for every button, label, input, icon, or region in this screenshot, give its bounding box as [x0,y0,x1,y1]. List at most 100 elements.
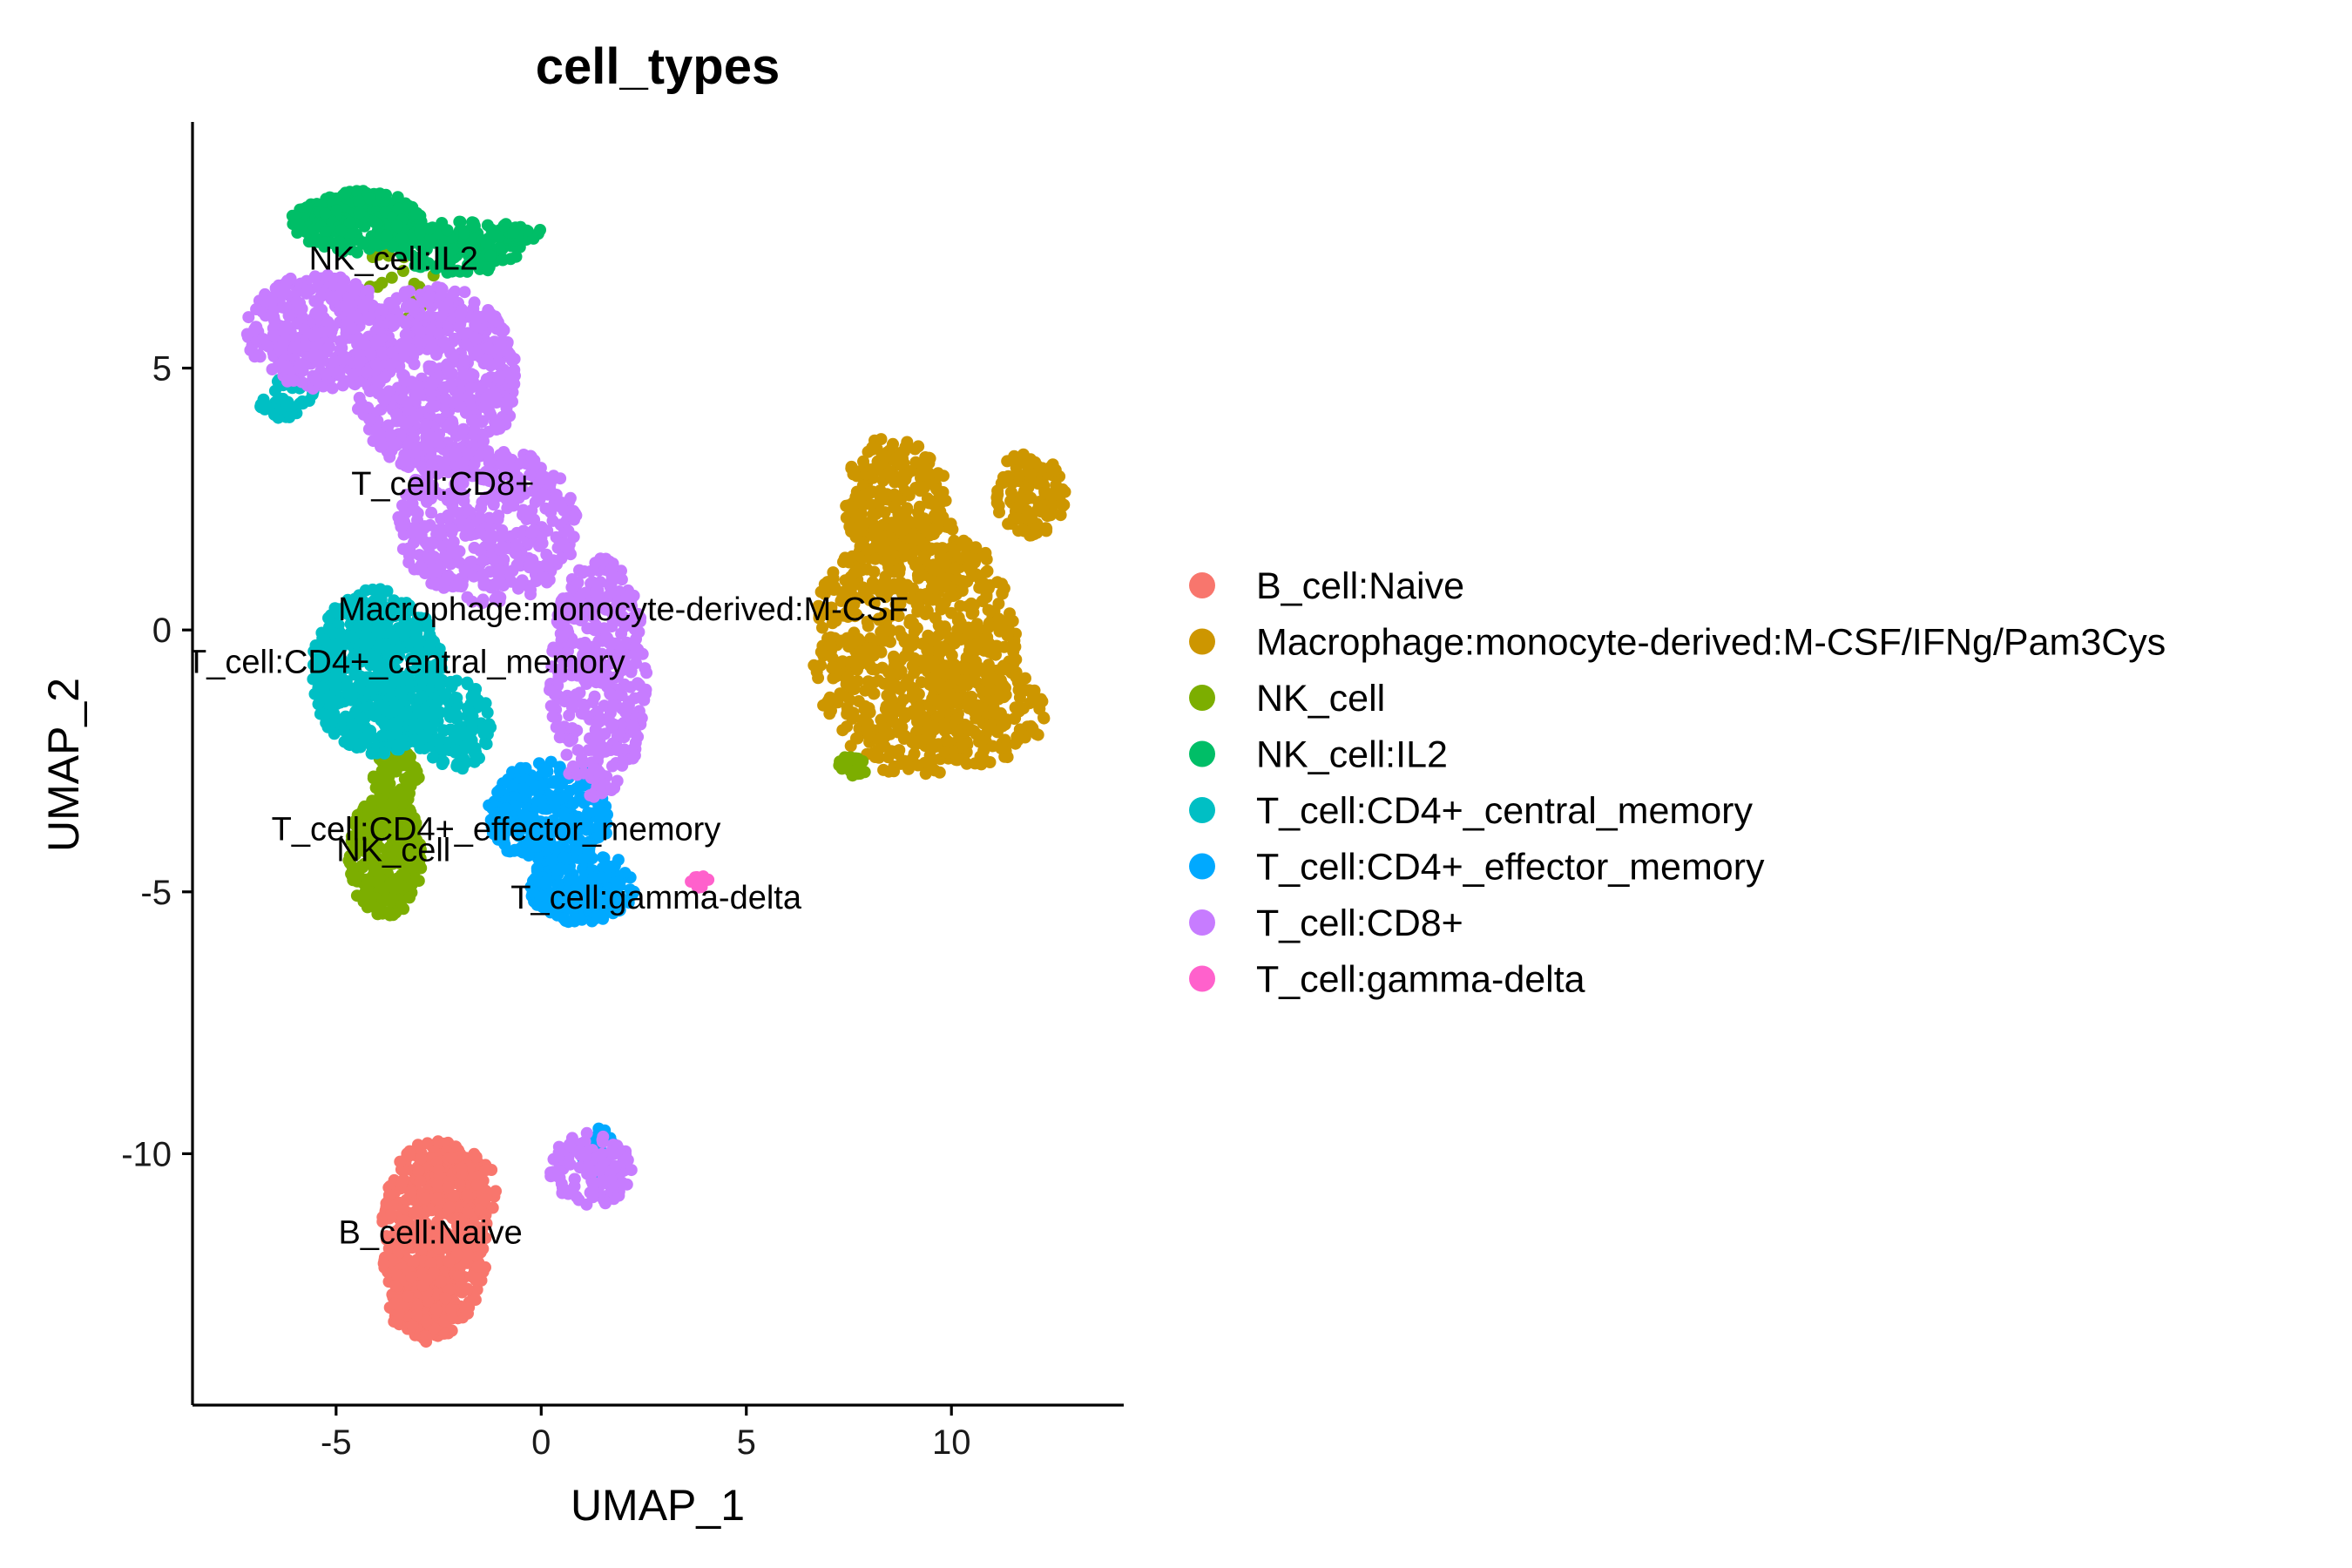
data-point [956,575,969,587]
data-point [406,1320,419,1333]
data-point [430,1177,443,1190]
data-point [396,243,409,256]
data-point [994,673,1007,686]
data-point [431,1222,444,1234]
data-point [420,1330,433,1343]
data-point [412,1165,425,1178]
data-point [918,553,930,565]
data-point [554,862,567,875]
data-point [824,631,837,644]
data-point [348,841,361,854]
data-point [887,437,899,450]
data-point [911,605,924,618]
data-point [309,307,322,320]
data-point [346,869,359,882]
data-point [390,220,403,233]
data-point [356,861,369,874]
data-point [881,689,894,702]
data-point [1009,737,1022,750]
data-point [469,1294,482,1307]
data-point [848,567,861,580]
data-point [434,1275,447,1288]
data-point [429,1303,443,1316]
data-point [494,785,507,798]
data-point [418,1192,431,1205]
data-point [381,1233,393,1247]
data-point [309,374,322,387]
data-point [970,541,983,554]
data-point [510,250,523,263]
series-b-cell-naive [376,1135,502,1348]
data-point [929,612,942,625]
data-point [558,851,571,864]
data-point [367,853,379,866]
data-point [322,612,335,625]
data-point [416,690,429,703]
data-point [861,650,874,663]
data-point [812,672,825,685]
data-point [377,1257,390,1270]
data-point [396,265,409,277]
data-point [507,779,519,792]
data-point [266,294,278,308]
data-point [421,1137,434,1150]
data-point [1036,462,1049,475]
data-point [441,266,454,279]
data-point [380,229,393,242]
data-point [484,721,497,733]
data-point [300,339,312,352]
data-point [490,1185,502,1198]
data-point [415,1152,428,1166]
data-point [382,906,395,919]
data-point [938,681,950,694]
data-point [1031,504,1044,517]
data-point [901,436,914,449]
data-point [956,738,970,751]
data-point [454,215,467,228]
data-point [404,1185,417,1198]
data-point [834,687,847,700]
data-point [936,510,950,524]
data-point [875,449,889,462]
data-point [367,772,380,785]
data-point [912,701,925,714]
data-point [882,666,895,679]
data-point [392,1308,405,1321]
data-point [479,1208,492,1221]
data-point [882,751,895,764]
data-point [960,757,973,770]
data-point [507,226,520,239]
data-point [973,581,986,594]
data-point [916,519,929,532]
data-point [863,594,876,606]
data-point [954,599,967,612]
data-point [350,185,363,198]
data-point [385,1208,397,1221]
data-point [517,762,530,775]
data-point [972,636,985,649]
data-point [375,729,389,742]
data-point [462,1221,475,1234]
data-point [913,500,926,513]
data-point [482,264,495,277]
data-point [851,490,864,503]
data-point [308,348,321,361]
data-point [409,816,422,829]
data-point [870,535,883,547]
data-point [980,565,993,578]
data-point [425,721,438,734]
data-point [889,598,902,611]
data-point [339,186,352,199]
data-point [470,1274,483,1287]
data-point [392,1237,405,1250]
data-point [905,464,918,477]
data-point [420,1315,432,1327]
data-point [345,693,357,706]
data-point [933,647,946,660]
data-point [846,712,859,725]
data-point [995,742,1008,754]
data-point [848,506,861,519]
data-point [982,604,995,617]
data-point [838,585,850,598]
